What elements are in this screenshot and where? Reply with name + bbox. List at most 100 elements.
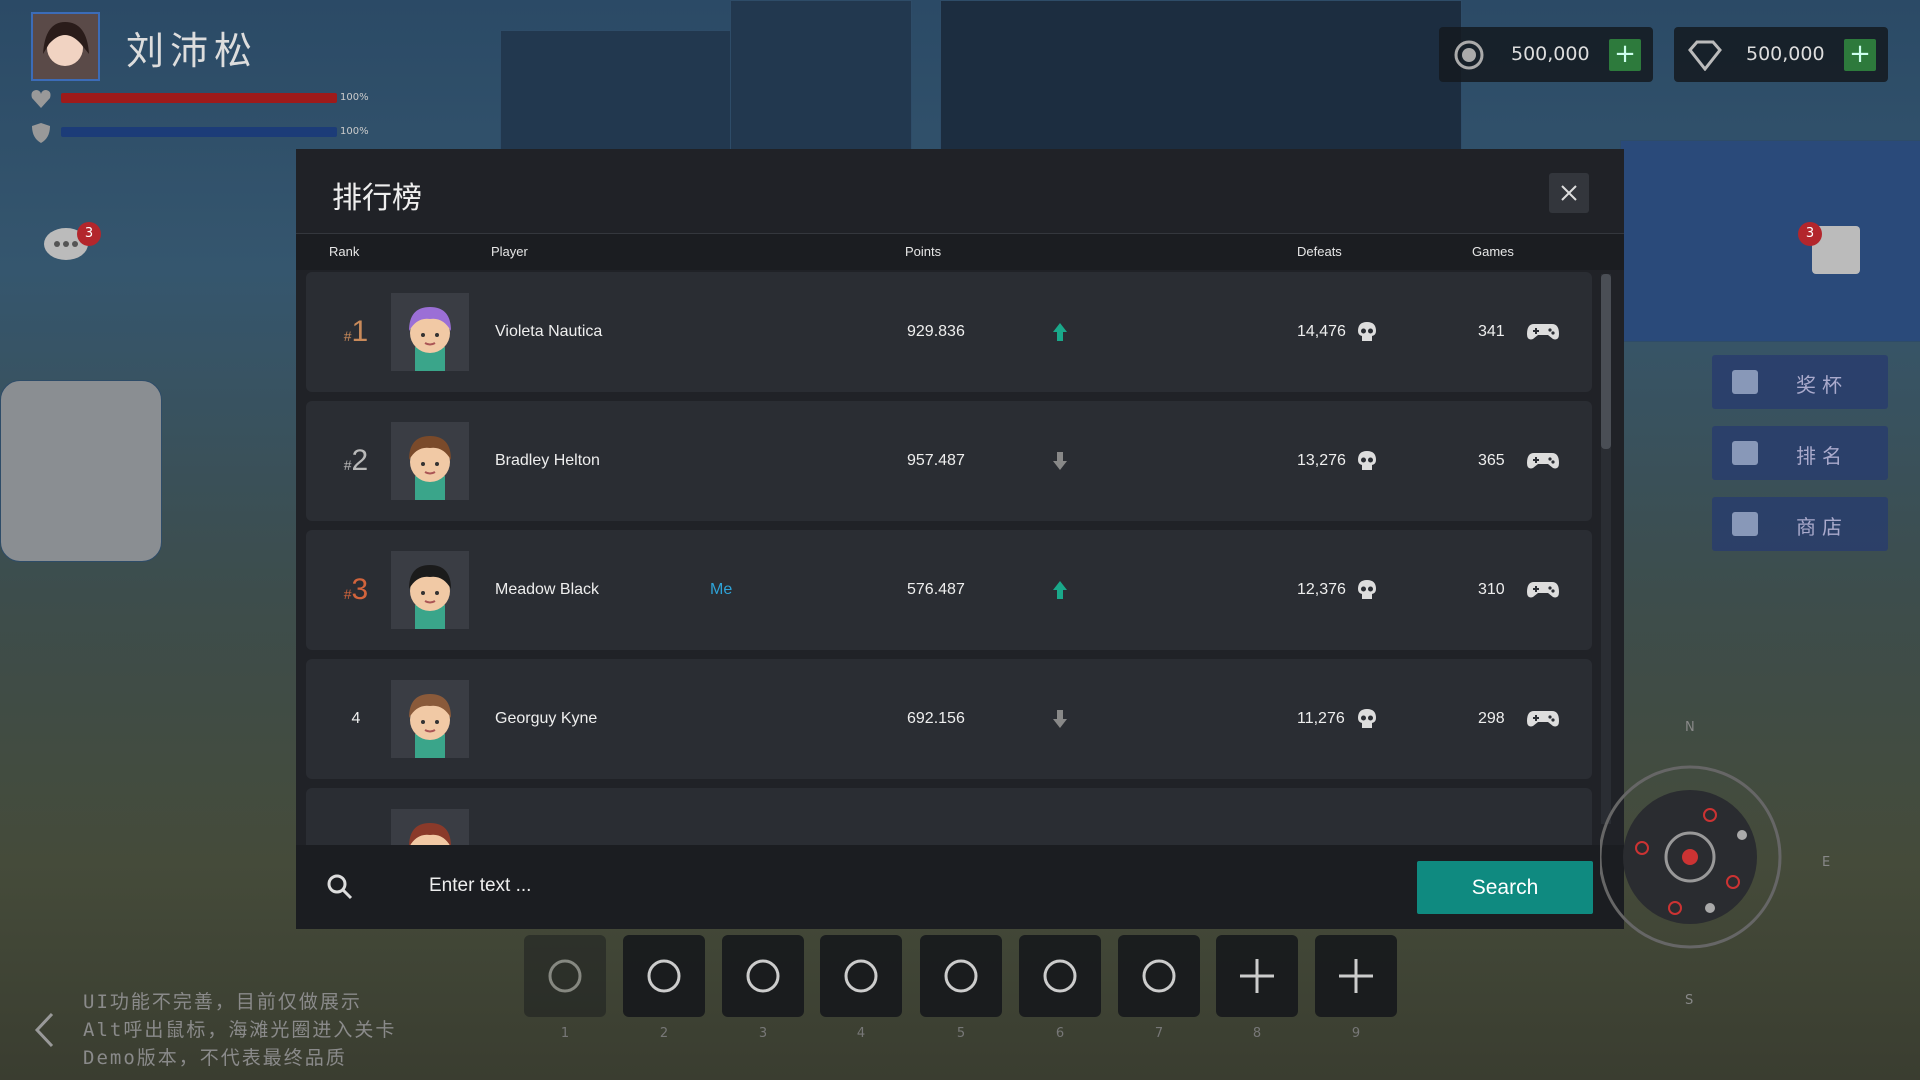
player-name: 刘沛松 <box>126 29 259 73</box>
gem-box: 500,000 + <box>1674 27 1888 82</box>
rank-prefix: # <box>343 586 352 602</box>
menu-button[interactable]: 奖杯 <box>1712 355 1888 409</box>
chat-badge: 3 <box>77 222 101 246</box>
leaderboard-panel: 排行榜 Rank Player Points Defeats Games #1 V… <box>296 149 1624 929</box>
column-header: Games <box>1472 244 1514 259</box>
compass-label: N <box>1685 720 1695 735</box>
player-avatar <box>391 422 469 500</box>
leaderboard-row[interactable]: #2 Bradley Helton 957.487 13,276 365 <box>306 401 1592 521</box>
gem-value: 500,000 <box>1746 43 1825 65</box>
defeats: 11,276 <box>1297 710 1345 727</box>
add-coin-button[interactable]: + <box>1609 39 1641 71</box>
rank: #3 <box>326 530 386 650</box>
hotbar-number: 5 <box>956 1026 966 1041</box>
defeats: 13,276 <box>1297 452 1346 469</box>
rank: 4 <box>326 659 386 779</box>
me-tag: Me <box>710 581 733 598</box>
defeats: 12,376 <box>1297 581 1346 598</box>
rank-number: 3 <box>351 573 369 606</box>
health-icon <box>31 90 51 108</box>
hotbar-number: 3 <box>758 1026 768 1041</box>
hotbar-slot[interactable] <box>1216 935 1298 1017</box>
player-avatar <box>391 551 469 629</box>
hotbar-slot[interactable] <box>1019 935 1101 1017</box>
games: 365 <box>1478 452 1505 469</box>
player-avatar <box>31 12 100 81</box>
leaderboard-row[interactable]: #1 Violeta Nautica 929.836 14,476 341 <box>306 272 1592 392</box>
player-name: Meadow Black <box>495 581 600 598</box>
shield-icon <box>32 123 50 143</box>
car <box>0 380 162 562</box>
minimap <box>1600 765 1782 949</box>
menu-label: 商店 <box>1796 515 1848 539</box>
back-arrow[interactable] <box>32 1010 56 1050</box>
search-bar: Enter text ... Search <box>296 845 1624 929</box>
hotbar-slot[interactable] <box>623 935 705 1017</box>
points: 692.156 <box>907 710 965 727</box>
scroll-thumb[interactable] <box>1601 274 1611 449</box>
hotbar-number: 8 <box>1252 1026 1262 1041</box>
compass-label: E <box>1822 855 1831 870</box>
points: 929.836 <box>907 323 965 340</box>
menu-button[interactable]: 商店 <box>1712 497 1888 551</box>
hotbar-number: 7 <box>1154 1026 1164 1041</box>
leaderboard-row[interactable]: 4 Georguy Kyne 692.156 11,276 298 <box>306 659 1592 779</box>
add-gem-button[interactable]: + <box>1844 39 1876 71</box>
skull-icon <box>1356 579 1378 605</box>
building <box>940 0 1462 152</box>
player-name: Bradley Helton <box>495 452 600 469</box>
player-name: Violeta Nautica <box>495 323 603 340</box>
rank: #1 <box>326 272 386 392</box>
header-row: Rank Player Points Defeats Games <box>296 233 1624 270</box>
coin-box: 500,000 + <box>1439 27 1653 82</box>
column-header: Rank <box>329 244 360 259</box>
hotbar-number: 9 <box>1351 1026 1361 1041</box>
health-value: 100% <box>340 92 369 103</box>
player-name: Georguy Kyne <box>495 710 598 727</box>
hotbar-slot[interactable] <box>820 935 902 1017</box>
games-icon <box>1526 709 1560 733</box>
hotbar-slot[interactable] <box>920 935 1002 1017</box>
menu-label: 奖杯 <box>1796 373 1848 397</box>
hotbar-number: 4 <box>856 1026 866 1041</box>
panel-title: 排行榜 <box>332 181 422 216</box>
search-button[interactable]: Search <box>1417 861 1593 914</box>
skull-icon <box>1356 450 1378 476</box>
skull-icon <box>1356 708 1378 734</box>
hotbar-slot[interactable] <box>1118 935 1200 1017</box>
scroll-track <box>1601 274 1611 824</box>
column-header: Player <box>491 244 528 259</box>
search-input[interactable]: Enter text ... <box>429 875 532 896</box>
defeats: 14,476 <box>1297 323 1346 340</box>
rank-number: 1 <box>351 315 369 348</box>
rank-prefix: # <box>343 457 352 473</box>
rank-prefix: # <box>343 328 352 344</box>
building <box>730 0 912 162</box>
column-header: Points <box>905 244 942 259</box>
rank-number: 2 <box>351 444 369 477</box>
games: 310 <box>1478 581 1505 598</box>
hotbar-number: 1 <box>560 1026 570 1041</box>
quest-badge: 3 <box>1798 222 1822 246</box>
games: 341 <box>1478 323 1505 340</box>
rank-number: 4 <box>351 710 361 727</box>
hotbar-slot[interactable] <box>722 935 804 1017</box>
menu-icon <box>1732 370 1758 394</box>
close-button[interactable] <box>1549 173 1589 213</box>
hotbar-number: 6 <box>1055 1026 1065 1041</box>
points: 957.487 <box>907 452 965 469</box>
notice-line: UI功能不完善，目前仅做展示 <box>83 991 362 1013</box>
hotbar-slot[interactable] <box>524 935 606 1017</box>
leaderboard-row[interactable]: #3 Meadow Black Me 576.487 12,376 310 <box>306 530 1592 650</box>
shield-bar <box>61 127 337 137</box>
trend-icon <box>1052 451 1068 475</box>
menu-button[interactable]: 排名 <box>1712 426 1888 480</box>
player-avatar <box>391 680 469 758</box>
column-header: Defeats <box>1297 244 1342 259</box>
trend-icon <box>1052 709 1068 733</box>
hotbar-slot[interactable] <box>1315 935 1397 1017</box>
games-icon <box>1526 580 1560 604</box>
player-avatar <box>391 293 469 371</box>
games: 298 <box>1478 710 1505 727</box>
trend-icon <box>1052 322 1068 346</box>
